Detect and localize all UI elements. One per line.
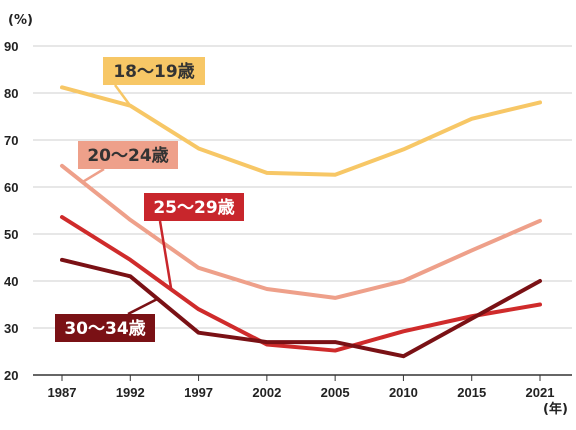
series-line-4 — [60, 257, 542, 359]
x-tick-label: 1997 — [184, 385, 213, 400]
series-label-pointer — [113, 84, 132, 107]
series-label-box — [103, 57, 205, 85]
x-tick-label: 2021 — [526, 385, 555, 400]
series-label-text: 25〜29歳 — [153, 197, 234, 218]
x-tick-label: 2002 — [252, 385, 281, 400]
series-labels: 18〜19歳 20〜24歳 25〜29歳 30〜34歳 — [55, 57, 244, 342]
x-tick-label: 2005 — [321, 385, 350, 400]
y-tick-label: 80 — [4, 86, 18, 101]
x-tick-label: 2010 — [389, 385, 418, 400]
series-label-text: 20〜24歳 — [87, 145, 168, 166]
series-line-2 — [60, 163, 542, 300]
x-axis-unit: (年) — [543, 401, 568, 417]
y-tick-label: 40 — [4, 274, 18, 289]
series-label-pointer — [81, 167, 105, 184]
y-tick-label: 60 — [4, 180, 18, 195]
series-label-box — [144, 193, 244, 221]
x-tick-label: 1987 — [48, 385, 77, 400]
series-line-1 — [60, 85, 542, 177]
y-axis: 20 30 40 50 60 70 80 90 — [4, 39, 18, 383]
y-axis-unit: (%) — [8, 13, 33, 28]
series-label-pointer — [127, 297, 159, 316]
x-tick-label: 2015 — [457, 385, 486, 400]
series-label-box — [78, 141, 178, 169]
y-tick-label: 90 — [4, 39, 18, 54]
y-tick-label: 20 — [4, 368, 18, 383]
y-tick-label: 70 — [4, 133, 18, 148]
series-lines — [60, 85, 542, 359]
x-tick-label: 1992 — [116, 385, 145, 400]
y-tick-label: 50 — [4, 227, 18, 242]
series-label-pointer — [158, 220, 173, 290]
y-tick-label: 30 — [4, 321, 18, 336]
series-label-box — [55, 314, 155, 342]
x-axis: 1987 1992 1997 2002 2005 2010 2015 2021 — [48, 375, 555, 400]
series-label-text: 18〜19歳 — [113, 61, 194, 82]
series-line-3 — [60, 215, 542, 353]
series-label-text: 30〜34歳 — [64, 318, 145, 339]
